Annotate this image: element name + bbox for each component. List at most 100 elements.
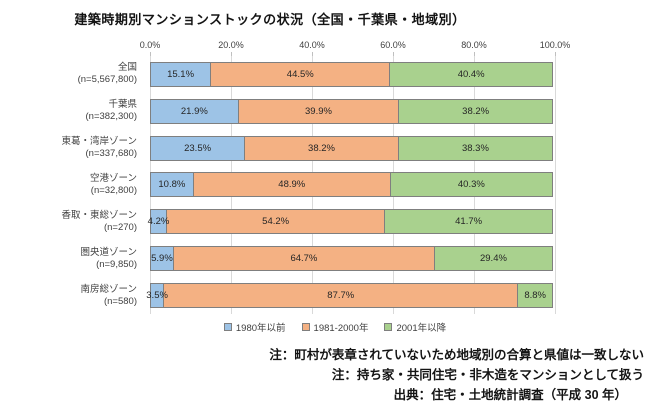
- gridline: [555, 56, 556, 314]
- category-count: (n=382,300): [85, 111, 138, 123]
- category-name: 全国: [117, 62, 137, 74]
- bar-value-label: 5.9%: [151, 253, 173, 265]
- bar-segment: 64.7%: [172, 246, 435, 272]
- bar-segment: 39.9%: [237, 98, 400, 124]
- category-name: 香取・東総ゾーン: [61, 209, 137, 221]
- bar-segment: 23.5%: [150, 135, 246, 161]
- category-count: (n=9,850): [96, 258, 137, 270]
- bar-segment: 8.8%: [517, 283, 553, 309]
- bar-row: 3.5% 87.7% 8.8%: [146, 277, 555, 314]
- legend-item: 2001年以降: [384, 320, 446, 334]
- bar-segment: 41.7%: [384, 209, 553, 235]
- x-axis-tick-label: 80.0%: [461, 40, 487, 50]
- x-axis-tick-mark: [555, 52, 556, 56]
- category-label: 千葉県 (n=382,300): [0, 93, 145, 130]
- x-axis-tick-label: 100.0%: [539, 40, 571, 50]
- bar-value-label: 21.9%: [180, 105, 208, 117]
- category-count: (n=32,800): [90, 184, 137, 196]
- x-axis-tick-mark: [312, 52, 313, 56]
- category-label: 空港ゾーン (n=32,800): [0, 167, 145, 204]
- footnote-source: 出典：住宅・土地統計調査（平成 30 年）: [393, 388, 627, 402]
- x-axis-tick-mark: [474, 52, 475, 56]
- legend-label: 1980年以前: [235, 323, 286, 334]
- plot-area: 15.1% 44.5% 40.4% 21.9% 39.9% 38.2% 23.5% 38.2%…: [146, 56, 556, 314]
- category-count: (n=270): [103, 221, 137, 233]
- category-name: 南房総ゾーン: [80, 283, 137, 295]
- stacked-bar: 3.5% 87.7% 8.8%: [146, 283, 555, 309]
- category-label: 全国 (n=5,567,800): [0, 56, 145, 93]
- bar-segment: 40.3%: [389, 172, 553, 198]
- bar-value-label: 8.8%: [524, 290, 546, 302]
- bar-segment: 3.5%: [146, 283, 168, 309]
- bar-value-label: 87.7%: [327, 290, 355, 302]
- bar-value-label: 48.9%: [278, 179, 306, 191]
- bar-value-label: 38.3%: [461, 142, 489, 154]
- category-count: (n=337,680): [85, 148, 138, 160]
- x-axis-tick-mark: [150, 52, 151, 56]
- stacked-bar: 4.2% 54.2% 41.7%: [147, 209, 555, 235]
- bar-value-label: 29.4%: [479, 253, 507, 265]
- x-axis-tick-label: 40.0%: [299, 40, 325, 50]
- bar-value-label: 3.5%: [146, 290, 168, 302]
- legend-item: 1980年以前: [223, 320, 286, 334]
- bar-value-label: 39.9%: [305, 105, 332, 117]
- x-axis-tick-label: 60.0%: [380, 40, 406, 50]
- bar-segment: 10.8%: [150, 172, 194, 198]
- category-count: (n=5,567,800): [77, 74, 137, 86]
- footnote-1: 注：町村が表章されていないため地域別の合算と県値は一致しない: [269, 348, 644, 362]
- bar-segment: 38.3%: [397, 135, 553, 161]
- bar-value-label: 4.2%: [147, 216, 170, 228]
- bar-value-label: 10.8%: [158, 179, 186, 191]
- footnotes: 注：町村が表章されていないため地域別の合算と県値は一致しない 注：持ち家・共同住…: [269, 345, 644, 405]
- x-axis-tick-mark: [393, 52, 394, 56]
- legend: 1980年以前 1981-2000年 2001年以降: [130, 320, 540, 334]
- stacked-bar: 5.9% 64.7% 29.4%: [150, 246, 555, 272]
- bar-value-label: 40.3%: [457, 179, 485, 191]
- bar-row: 15.1% 44.5% 40.4%: [150, 56, 555, 93]
- bar-segment: 4.2%: [147, 209, 170, 235]
- category-name: 圏央道ゾーン: [80, 246, 137, 258]
- bar-value-label: 54.2%: [262, 216, 290, 228]
- bar-segment: 38.2%: [244, 135, 399, 161]
- legend-item: 1981-2000年: [301, 320, 368, 334]
- bar-segment: 29.4%: [433, 246, 553, 272]
- category-axis: 全国 (n=5,567,800) 千葉県 (n=382,300) 東葛・湾岸ゾーン (n=…: [0, 56, 145, 314]
- x-axis-tick-mark: [231, 52, 232, 56]
- bar-row: 21.9% 39.9% 38.2%: [150, 93, 555, 130]
- x-axis-tick-label: 20.0%: [218, 40, 244, 50]
- category-count: (n=580): [103, 295, 137, 307]
- legend-swatch: [223, 323, 232, 331]
- bar-value-label: 38.2%: [462, 105, 490, 117]
- bar-segment: 38.2%: [398, 98, 553, 124]
- category-label: 南房総ゾーン (n=580): [0, 277, 145, 314]
- bar-segment: 54.2%: [165, 209, 386, 235]
- footnote-2: 注：持ち家・共同住宅・非木造をマンションとして扱う: [331, 368, 644, 382]
- category-label: 圏央道ゾーン (n=9,850): [0, 240, 145, 277]
- x-axis: 0.0% 20.0% 40.0% 60.0% 80.0% 100.0%: [140, 40, 570, 56]
- legend-swatch: [301, 323, 310, 331]
- bar-value-label: 44.5%: [286, 68, 314, 80]
- category-name: 東葛・湾岸ゾーン: [61, 136, 137, 148]
- bar-value-label: 40.4%: [457, 68, 485, 80]
- bar-value-label: 38.2%: [308, 142, 335, 154]
- bar-segment: 48.9%: [192, 172, 391, 198]
- bar-segment: 21.9%: [150, 98, 239, 124]
- bar-value-label: 23.5%: [184, 142, 212, 154]
- category-label: 香取・東総ゾーン (n=270): [0, 203, 145, 240]
- bar-row: 10.8% 48.9% 40.3%: [150, 167, 555, 204]
- bar-value-label: 15.1%: [167, 68, 195, 80]
- chart-title: 建築時期別マンションストックの状況（全国・千葉県・地域別）: [74, 12, 466, 27]
- bar-value-label: 41.7%: [455, 216, 483, 228]
- legend-label: 2001年以降: [396, 323, 447, 334]
- bar-segment: 40.4%: [389, 61, 553, 87]
- bar-segment: 15.1%: [150, 61, 212, 87]
- bar-row: 4.2% 54.2% 41.7%: [147, 203, 555, 240]
- category-label: 東葛・湾岸ゾーン (n=337,680): [0, 130, 145, 167]
- bar-row: 23.5% 38.2% 38.3%: [150, 130, 555, 167]
- bar-segment: 87.7%: [163, 283, 519, 309]
- legend-swatch: [384, 323, 393, 331]
- stacked-bar: 10.8% 48.9% 40.3%: [150, 172, 555, 198]
- stacked-bar: 21.9% 39.9% 38.2%: [150, 98, 555, 124]
- x-axis-tick-label: 0.0%: [139, 40, 161, 50]
